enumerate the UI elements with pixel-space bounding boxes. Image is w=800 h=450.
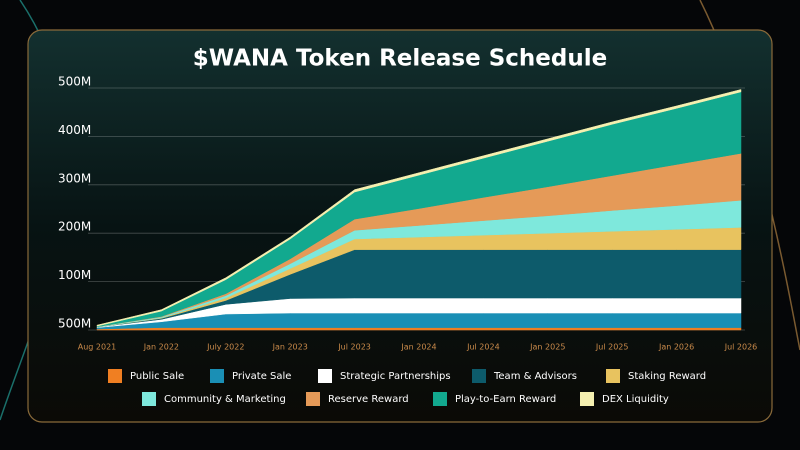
- y-tick-label: 300M: [58, 171, 91, 185]
- y-tick-label: 500M: [58, 75, 91, 89]
- legend-swatch: [606, 369, 620, 383]
- legend-label: Staking Reward: [628, 371, 706, 382]
- x-tick-label: Aug 2021: [78, 343, 117, 352]
- legend-label: Reserve Reward: [328, 394, 409, 405]
- legend-label: Team & Advisors: [493, 371, 577, 382]
- x-tick-label: Jan 2022: [143, 343, 179, 352]
- legend-swatch: [318, 369, 332, 383]
- legend-label: Strategic Partnerships: [340, 371, 451, 382]
- legend-swatch: [580, 392, 594, 406]
- plot-area: 500M 100M 200M 300M 400M 500M Aug 2021 Jan 2022…: [58, 75, 757, 352]
- x-tick-label: Jan 2026: [658, 343, 694, 352]
- legend-label: Public Sale: [130, 371, 184, 382]
- y-tick-label: 200M: [58, 220, 91, 234]
- legend-swatch: [142, 392, 156, 406]
- legend-label: Private Sale: [232, 371, 291, 382]
- x-tick-label: Jan 2024: [400, 343, 436, 352]
- area: [96, 327, 742, 331]
- legend-swatch: [108, 369, 122, 383]
- y-tick-label: 500M: [58, 317, 91, 331]
- area: [96, 89, 742, 327]
- legend-swatch: [306, 392, 320, 406]
- chart-title: $WANA Token Release Schedule: [193, 46, 607, 72]
- x-tick-label: Jul 2023: [337, 343, 371, 352]
- legend-swatch: [433, 392, 447, 406]
- x-tick-label: Jan 2025: [529, 343, 565, 352]
- x-tick-label: July 2022: [206, 343, 244, 352]
- y-tick-label: 100M: [58, 268, 91, 282]
- legend-label: Play-to-Earn Reward: [455, 394, 556, 405]
- x-tick-label: Jan 2023: [272, 343, 308, 352]
- legend-label: Community & Marketing: [164, 394, 286, 405]
- x-tick-label: Jul 2024: [466, 343, 500, 352]
- legend-swatch: [472, 369, 486, 383]
- x-tick-label: Jul 2025: [595, 343, 629, 352]
- x-tick-label: Jul 2026: [724, 343, 758, 352]
- legend-swatch: [210, 369, 224, 383]
- legend-label: DEX Liquidity: [602, 394, 669, 405]
- legend: Public Sale Private Sale Strategic Partner…: [108, 369, 706, 406]
- y-tick-label: 400M: [58, 123, 91, 137]
